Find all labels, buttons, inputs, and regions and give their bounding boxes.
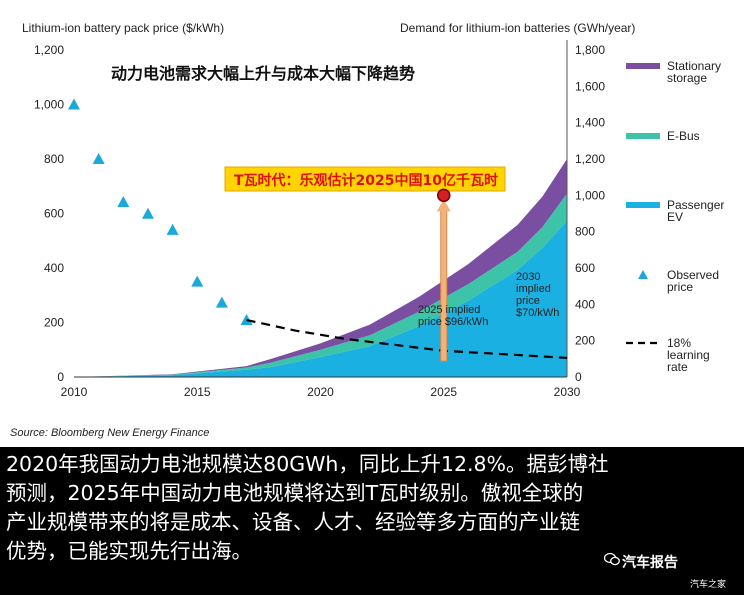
y-right-tick-label: 200 (575, 334, 595, 348)
banner-box (224, 166, 506, 192)
y-left-tick-label: 200 (44, 316, 64, 330)
growth-arrow-head (436, 199, 451, 212)
legend-label-passenger-ev: EV (667, 210, 683, 224)
y-left-tick-label: 600 (44, 207, 64, 221)
legend-label-stationary-storage: storage (667, 71, 707, 85)
y-left-tick-label: 800 (44, 152, 64, 166)
y-axis-left-label: Lithium-ion battery pack price ($/kWh) (22, 21, 224, 35)
area-e-bus (74, 193, 567, 377)
caption-line: 优势，已能实现先行出海。 (6, 539, 252, 563)
y-right-tick-label: 1,400 (575, 116, 605, 130)
y-right-tick-label: 400 (575, 297, 595, 311)
watermark-sub: 汽车之家 (690, 580, 727, 590)
observed-price-point (68, 98, 80, 110)
observed-price-point (240, 314, 253, 326)
implied-price-2030-text: price (516, 295, 540, 307)
y-left-tick-label: 400 (44, 261, 64, 275)
implied-price-2030-text: $70/kWh (516, 307, 559, 319)
legend-label-18-learning-rate: 18% (667, 336, 691, 350)
observed-price-point (92, 153, 105, 164)
legend-label-stationary-storage: Stationary (667, 59, 721, 73)
legend-label-observed-price: Observed (667, 268, 719, 282)
y-axis-right-label: Demand for lithium-ion batteries (GWh/ye… (400, 21, 635, 35)
legend-swatch-passenger-ev (626, 202, 660, 208)
legend-swatch-observed-price (638, 270, 648, 279)
y-left-tick-label: 0 (57, 370, 64, 384)
y-left-tick-label: 1,200 (34, 43, 64, 57)
source-note: Source: Bloomberg New Energy Finance (10, 427, 209, 439)
y-right-tick-label: 600 (575, 261, 595, 275)
x-tick-label: 2025 (430, 385, 457, 399)
legend-label-18-learning-rate: rate (667, 360, 688, 374)
x-tick-label: 2010 (61, 385, 88, 399)
caption: 2020年我国动力电池规模达80GWh，同比上升12.8%。据彭博社 预测，20… (6, 450, 742, 566)
wechat-icon (604, 552, 620, 566)
legend-swatch-e-bus (626, 133, 660, 139)
y-left-tick-label: 1,000 (34, 98, 64, 112)
implied-price-2025-text: price $96/kWh (418, 316, 488, 328)
chart-panel: 0 200 400 600 800 1,000 1,200 0 200 400 600 800 1,00… (0, 0, 744, 447)
area-stationary-storage (74, 159, 567, 377)
implied-price-2030-text: implied (516, 283, 551, 295)
y-right-tick-label: 1,600 (575, 79, 605, 93)
observed-price-point (117, 196, 130, 208)
observed-price-point (141, 207, 154, 219)
y-right-tick-label: 1,200 (575, 152, 605, 166)
y-right-tick-label: 800 (575, 225, 595, 239)
x-tick-label: 2030 (554, 385, 581, 399)
watermark-main: 汽车报告 (622, 555, 678, 571)
observed-price-point (166, 223, 179, 235)
legend-label-e-bus: E-Bus (667, 129, 700, 143)
x-tick-label: 2015 (184, 385, 211, 399)
caption-line: 预测，2025年中国动力电池规模将达到T瓦时级别。傲视全球的 (6, 481, 584, 505)
x-tick-label: 2020 (307, 385, 334, 399)
target-marker (437, 188, 451, 203)
y-right-tick-label: 1,800 (575, 43, 605, 57)
legend-label-observed-price: price (667, 280, 693, 294)
caption-line: 产业规模带来的将是成本、设备、人才、经验等多方面的产业链 (6, 510, 580, 534)
y-right-tick-label: 1,000 (575, 188, 605, 202)
implied-price-2025-text: 2025 implied (418, 304, 480, 316)
observed-price-point (215, 296, 228, 308)
observed-price-point (191, 275, 204, 287)
banner-text: T瓦时代：乐观估计2025中国10亿千瓦时 (234, 172, 498, 189)
legend-label-passenger-ev: Passenger (667, 198, 724, 212)
legend-label-18-learning-rate: learning (667, 348, 710, 362)
learning-rate-line (246, 318, 568, 360)
implied-price-2030-text: 2030 (516, 271, 540, 283)
y-right-tick-label: 0 (575, 370, 582, 384)
chart-title: 动力电池需求大幅上升与成本大幅下降趋势 (111, 64, 415, 83)
caption-line: 2020年我国动力电池规模达80GWh，同比上升12.8%。据彭博社 (6, 452, 609, 476)
growth-arrow-shaft (440, 204, 448, 362)
chart-svg: 0 200 400 600 800 1,000 1,200 0 200 400 600 800 1,00… (10, 21, 724, 439)
legend-swatch-stationary-storage (626, 63, 660, 69)
